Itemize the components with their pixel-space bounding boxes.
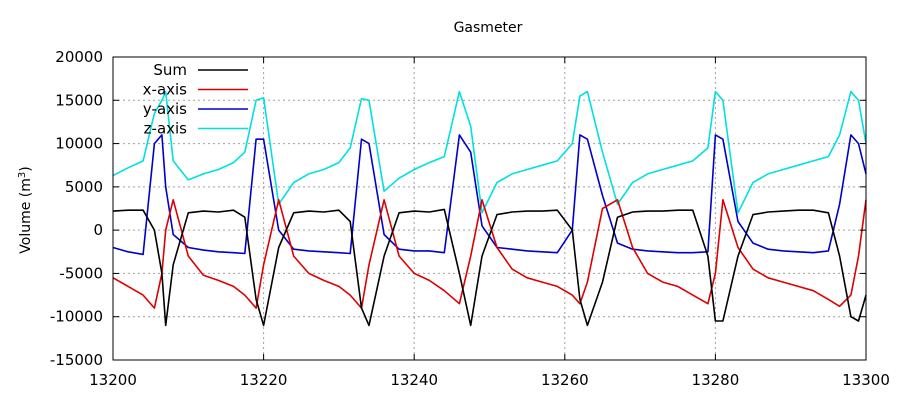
- series-line-sum: [112, 208, 867, 327]
- y-axis-title-end: ): [18, 166, 34, 171]
- y-tick-label: 20000: [55, 48, 103, 66]
- legend-label-z-axis: z-axis: [144, 120, 188, 138]
- x-tick-label: 13240: [390, 371, 438, 389]
- y-axis-title-sup: 3: [17, 172, 28, 178]
- y-tick-label: 0: [93, 221, 103, 239]
- series-line-y-axis: [112, 134, 867, 256]
- tick-layer: 13200 13220 13240 13260 13280 13300 -15000 -100…: [50, 48, 890, 389]
- legend-label-y-axis: y-axis: [143, 100, 187, 118]
- x-tick-label: 13260: [541, 371, 589, 389]
- y-tick-label: -10000: [50, 308, 103, 326]
- y-tick-label: 5000: [65, 178, 103, 196]
- x-tick-label: 13220: [240, 371, 288, 389]
- y-axis-title: Volume (m3): [17, 166, 34, 253]
- series-line-z-axis: [112, 90, 867, 214]
- plot-frame: [112, 56, 867, 361]
- series-line-x-axis: [112, 199, 867, 309]
- y-tick-label: 10000: [55, 135, 103, 153]
- y-axis-title-main: Volume (m: [18, 178, 34, 254]
- x-tick-label: 13200: [89, 371, 137, 389]
- legend-label-x-axis: x-axis: [143, 81, 188, 99]
- chart-title: Gasmeter: [454, 20, 523, 36]
- y-tick-label: 15000: [55, 91, 103, 109]
- y-tick-label: -15000: [50, 351, 103, 369]
- series-layer: [112, 90, 867, 327]
- x-tick-label: 13280: [692, 371, 740, 389]
- x-tick-label: 13300: [842, 371, 890, 389]
- y-tick-label: -5000: [59, 264, 103, 282]
- legend-label-sum: Sum: [153, 61, 187, 79]
- grid-layer: [113, 57, 866, 360]
